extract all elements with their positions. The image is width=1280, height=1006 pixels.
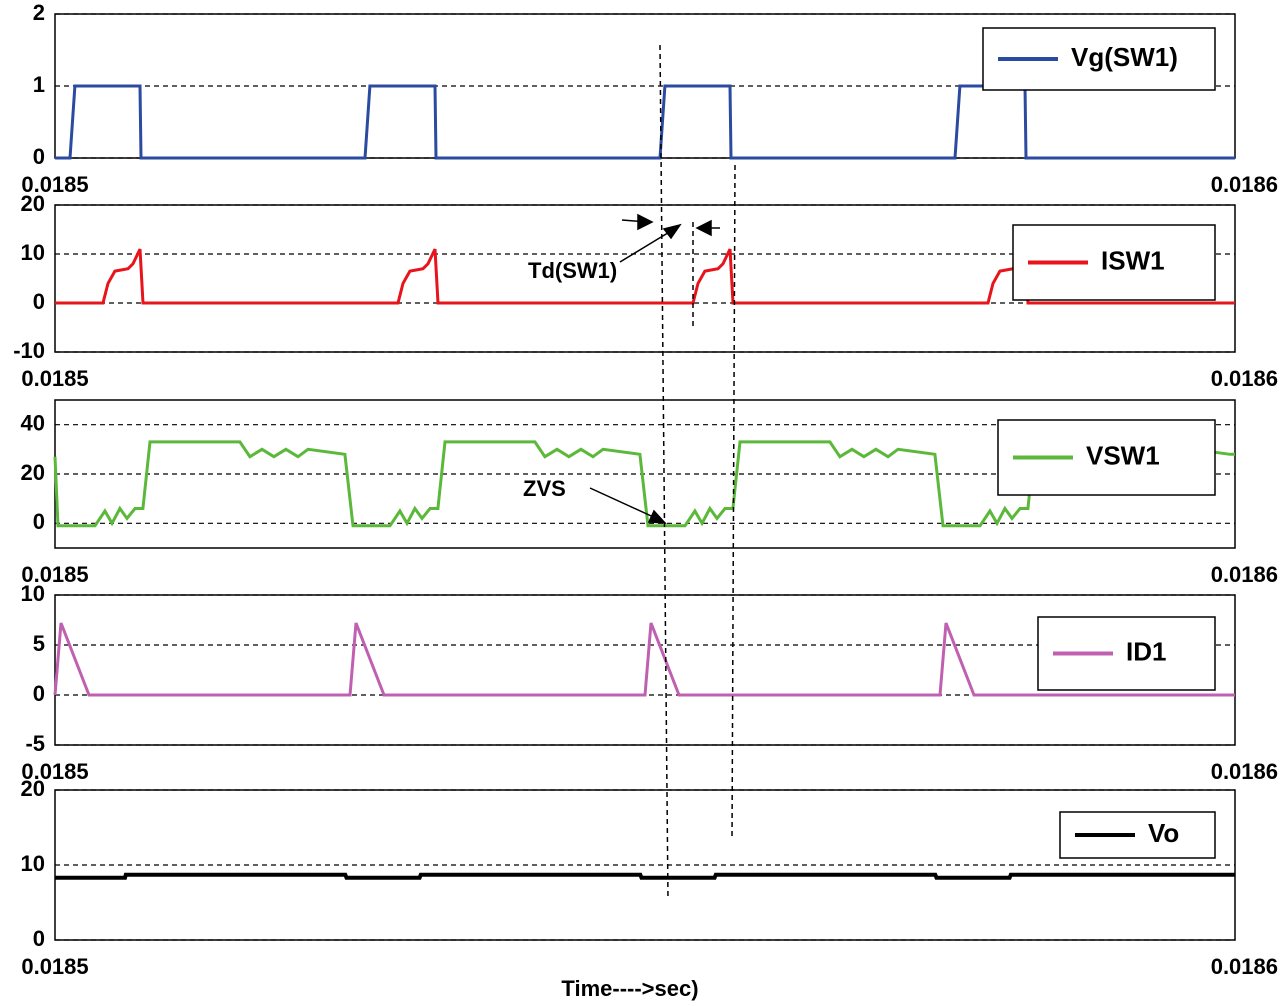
- arrow-head: [647, 509, 667, 524]
- x-tick-label: 0.0185: [21, 954, 88, 979]
- x-tick-label: 0.0185: [21, 172, 88, 197]
- y-tick-label: 20: [21, 776, 45, 801]
- y-tick-label: -5: [25, 731, 45, 756]
- y-tick-label: 1: [33, 72, 45, 97]
- y-tick-label: 5: [33, 631, 45, 656]
- series-line: [53, 440, 1235, 528]
- arrow-head: [662, 223, 682, 240]
- y-tick-label: 0: [33, 509, 45, 534]
- x-tick-label: 0.0186: [1211, 562, 1278, 587]
- y-tick-label: 20: [21, 191, 45, 216]
- annotation: Td(SW1): [528, 258, 617, 283]
- annotation-lines: [589, 44, 736, 901]
- y-tick-label: 10: [21, 240, 45, 265]
- x-tick-label: 0.0186: [1211, 172, 1278, 197]
- x-tick-label: 0.0185: [21, 759, 88, 784]
- x-tick-label: 0.0186: [1211, 954, 1278, 979]
- y-tick-label: 0: [33, 144, 45, 169]
- subplot: 0 20 40 0.0185 0.0186 VSW1 ZVS: [21, 399, 1278, 587]
- y-tick-label: 10: [21, 581, 45, 606]
- guide-line: [731, 164, 736, 841]
- arrow-head: [695, 219, 712, 237]
- subplot: 0 1 2 0.0185 0.0186 Vg(SW1): [21, 0, 1278, 197]
- legend-label: ID1: [1126, 636, 1166, 666]
- x-tick-label: 0.0186: [1211, 366, 1278, 391]
- x-tick-label: 0.0185: [21, 366, 88, 391]
- legend-label: VSW1: [1086, 440, 1160, 470]
- legend-label: ISW1: [1101, 245, 1165, 275]
- y-tick-label: 2: [33, 0, 45, 25]
- y-tick-label: 0: [33, 926, 45, 951]
- series-line: [55, 248, 1235, 305]
- subplot: -10 0 10 20 0.0185 0.0186 ISW1 Td(SW1): [13, 191, 1278, 391]
- arrow-head: [637, 213, 654, 231]
- series-line: [53, 622, 1235, 697]
- x-tick-label: 0.0186: [1211, 759, 1278, 784]
- series-line: [55, 872, 1235, 880]
- legend-label: Vg(SW1): [1071, 42, 1178, 72]
- series-line: [55, 84, 1235, 160]
- x-axis-label: Time---->sec): [561, 976, 698, 1001]
- arrow: [589, 487, 661, 521]
- y-tick-label: 0: [33, 289, 45, 314]
- y-tick-label: 20: [21, 460, 45, 485]
- guide-line: [659, 44, 669, 901]
- y-tick-label: 40: [21, 410, 45, 435]
- y-tick-label: -10: [13, 338, 45, 363]
- legend-label: Vo: [1148, 818, 1179, 848]
- annotation: ZVS: [523, 476, 566, 501]
- subplot: -5 0 5 10 0.0185 0.0186 ID1: [21, 581, 1278, 784]
- y-tick-label: 0: [33, 681, 45, 706]
- arrow: [619, 227, 677, 263]
- subplot: 0 10 20 0.0185 0.0186 Vo Time---->sec): [21, 776, 1278, 1001]
- y-tick-label: 10: [21, 851, 45, 876]
- x-tick-label: 0.0185: [21, 562, 88, 587]
